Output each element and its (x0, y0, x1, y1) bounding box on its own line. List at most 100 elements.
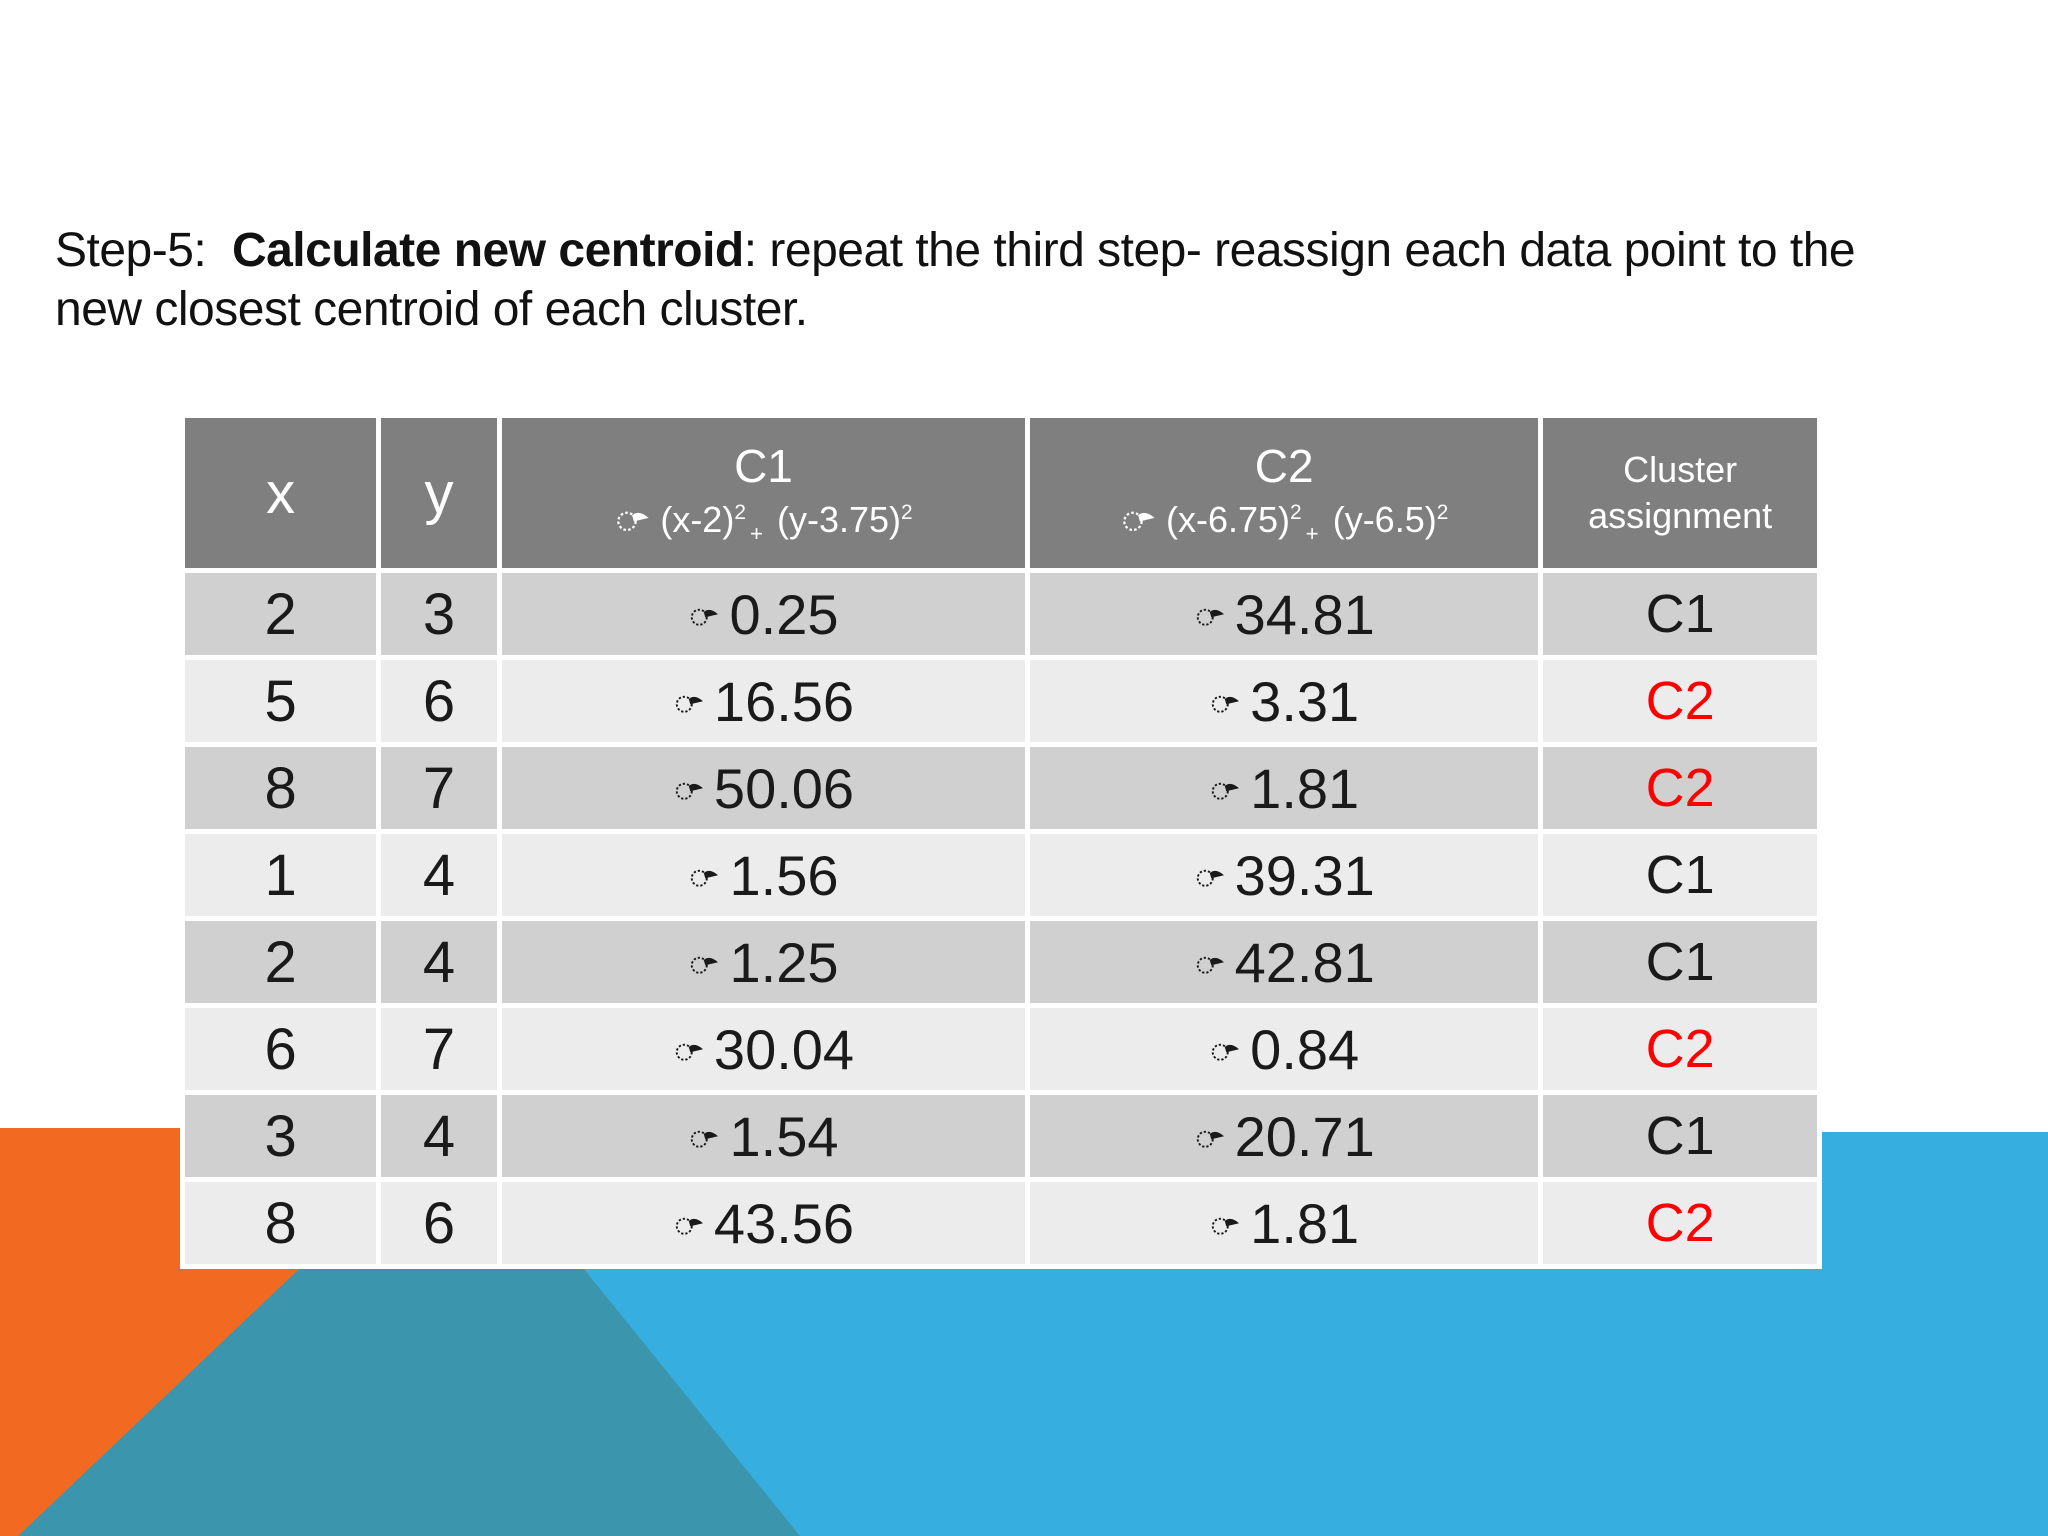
sqrt-icon (688, 953, 721, 976)
cell-x: 6 (185, 1008, 377, 1090)
sqrt-icon (673, 1214, 706, 1237)
c1-distance-value: 50.06 (713, 756, 855, 820)
sqrt-icon (673, 692, 706, 715)
cell-cluster-assignment: C2 (1543, 1182, 1817, 1264)
cell-c2-distance: 34.81 (1030, 573, 1539, 655)
c1-distance-value: 43.56 (713, 1191, 855, 1255)
sqrt-icon (1209, 692, 1242, 715)
sqrt-icon (1194, 953, 1227, 976)
cell-x: 3 (185, 1095, 377, 1177)
sqrt-icon (1209, 779, 1242, 802)
sqrt-icon (1194, 1127, 1227, 1150)
formula-term: (y-6.5) (1332, 499, 1437, 541)
cell-c2-distance: 20.71 (1030, 1095, 1539, 1177)
c2-distance-value: 3.31 (1250, 669, 1360, 733)
cluster-assignment-table: x y C1 (x-2)2+ (y-3.75)2 C2 (x-6.75)2+ (y-… (180, 413, 1822, 1269)
c1-distance-value: 30.04 (713, 1017, 855, 1081)
cell-x: 2 (185, 921, 377, 1003)
cell-c2-distance: 1.81 (1030, 1182, 1539, 1264)
c1-label: C1 (734, 440, 793, 493)
c2-formula: (x-6.75)2+ (y-6.5)2 (1031, 499, 1537, 546)
cell-c1-distance: 0.25 (501, 573, 1026, 655)
cell-cluster-assignment: C1 (1543, 573, 1817, 655)
c1-distance-value: 0.25 (729, 582, 839, 646)
sqrt-icon (1209, 1040, 1242, 1063)
sqrt-icon (688, 866, 721, 889)
sqrt-icon (614, 507, 652, 534)
formula-term: (x-6.75) (1166, 499, 1291, 541)
col-header-y: y (381, 418, 497, 568)
cell-cluster-assignment: C2 (1543, 747, 1817, 829)
c2-distance-value: 39.31 (1234, 843, 1375, 907)
c2-distance-value: 20.71 (1234, 1104, 1375, 1168)
cell-x: 8 (185, 747, 377, 829)
title-prefix: Step-5: (55, 224, 232, 277)
cell-y: 6 (381, 1182, 497, 1264)
c1-distance-value: 1.54 (729, 1104, 839, 1168)
cell-c2-distance: 1.81 (1030, 747, 1539, 829)
table-row: 3 4 1.54 20.71 C1 (185, 1095, 1817, 1177)
sqrt-icon (688, 1127, 721, 1150)
cell-y: 6 (381, 660, 497, 742)
formula-term: (x-2) (660, 499, 735, 541)
cell-y: 7 (381, 747, 497, 829)
cell-c1-distance: 1.25 (501, 921, 1026, 1003)
formula-plus: + (1305, 520, 1319, 546)
formula-exponent: 2 (734, 501, 746, 525)
c2-distance-value: 1.81 (1250, 1191, 1360, 1255)
col-header-c2: C2 (x-6.75)2+ (y-6.5)2 (1030, 418, 1539, 568)
col-header-x: x (185, 418, 377, 568)
cell-cluster-assignment: C1 (1543, 834, 1817, 916)
table-row: 2 3 0.25 34.81 C1 (185, 573, 1817, 655)
c2-distance-value: 42.81 (1234, 930, 1375, 994)
slide-title: Step-5: Calculate new centroid: repeat t… (55, 222, 1915, 339)
sqrt-icon (673, 1040, 706, 1063)
cell-c1-distance: 30.04 (501, 1008, 1026, 1090)
cell-cluster-assignment: C1 (1543, 921, 1817, 1003)
cell-cluster-assignment: C2 (1543, 1008, 1817, 1090)
c1-distance-value: 1.56 (729, 843, 839, 907)
cell-c1-distance: 16.56 (501, 660, 1026, 742)
table-header-row: x y C1 (x-2)2+ (y-3.75)2 C2 (x-6.75)2+ (y-… (185, 418, 1817, 568)
formula-plus: + (749, 520, 763, 546)
formula-exponent: 2 (1290, 501, 1302, 525)
cell-c1-distance: 1.56 (501, 834, 1026, 916)
title-bold: Calculate new centroid (231, 224, 744, 277)
formula-term: (y-3.75) (776, 499, 902, 541)
c2-distance-value: 0.84 (1250, 1017, 1360, 1081)
c2-distance-value: 1.81 (1250, 756, 1360, 820)
c1-distance-value: 16.56 (713, 669, 855, 733)
cell-c1-distance: 1.54 (501, 1095, 1026, 1177)
c1-distance-value: 1.25 (729, 930, 839, 994)
sqrt-icon (1209, 1214, 1242, 1237)
sqrt-icon (1194, 605, 1227, 628)
cell-y: 4 (381, 834, 497, 916)
cell-x: 1 (185, 834, 377, 916)
cell-cluster-assignment: C2 (1543, 660, 1817, 742)
cell-y: 4 (381, 1095, 497, 1177)
sqrt-icon (1194, 866, 1227, 889)
formula-exponent: 2 (901, 501, 913, 525)
formula-exponent: 2 (1436, 501, 1449, 525)
sqrt-icon (673, 779, 706, 802)
cell-x: 5 (185, 660, 377, 742)
cell-c1-distance: 50.06 (501, 747, 1026, 829)
table-row: 8 7 50.06 1.81 C2 (185, 747, 1817, 829)
cell-cluster-assignment: C1 (1543, 1095, 1817, 1177)
cell-c2-distance: 39.31 (1030, 834, 1539, 916)
table-row: 1 4 1.56 39.31 C1 (185, 834, 1817, 916)
table-row: 6 7 30.04 0.84 C2 (185, 1008, 1817, 1090)
c2-label: C2 (1254, 440, 1314, 493)
cell-x: 8 (185, 1182, 377, 1264)
col-header-cluster-assignment: Cluster assignment (1543, 418, 1817, 568)
table-row: 8 6 43.56 1.81 C2 (185, 1182, 1817, 1264)
cell-y: 4 (381, 921, 497, 1003)
sqrt-icon (1120, 507, 1158, 534)
sqrt-icon (688, 605, 721, 628)
title-rest: : repeat the third step- reassign each d… (55, 224, 1868, 336)
c2-distance-value: 34.81 (1234, 582, 1375, 646)
cell-y: 3 (381, 573, 497, 655)
table-row: 5 6 16.56 3.31 C2 (185, 660, 1817, 742)
cell-c2-distance: 3.31 (1030, 660, 1539, 742)
